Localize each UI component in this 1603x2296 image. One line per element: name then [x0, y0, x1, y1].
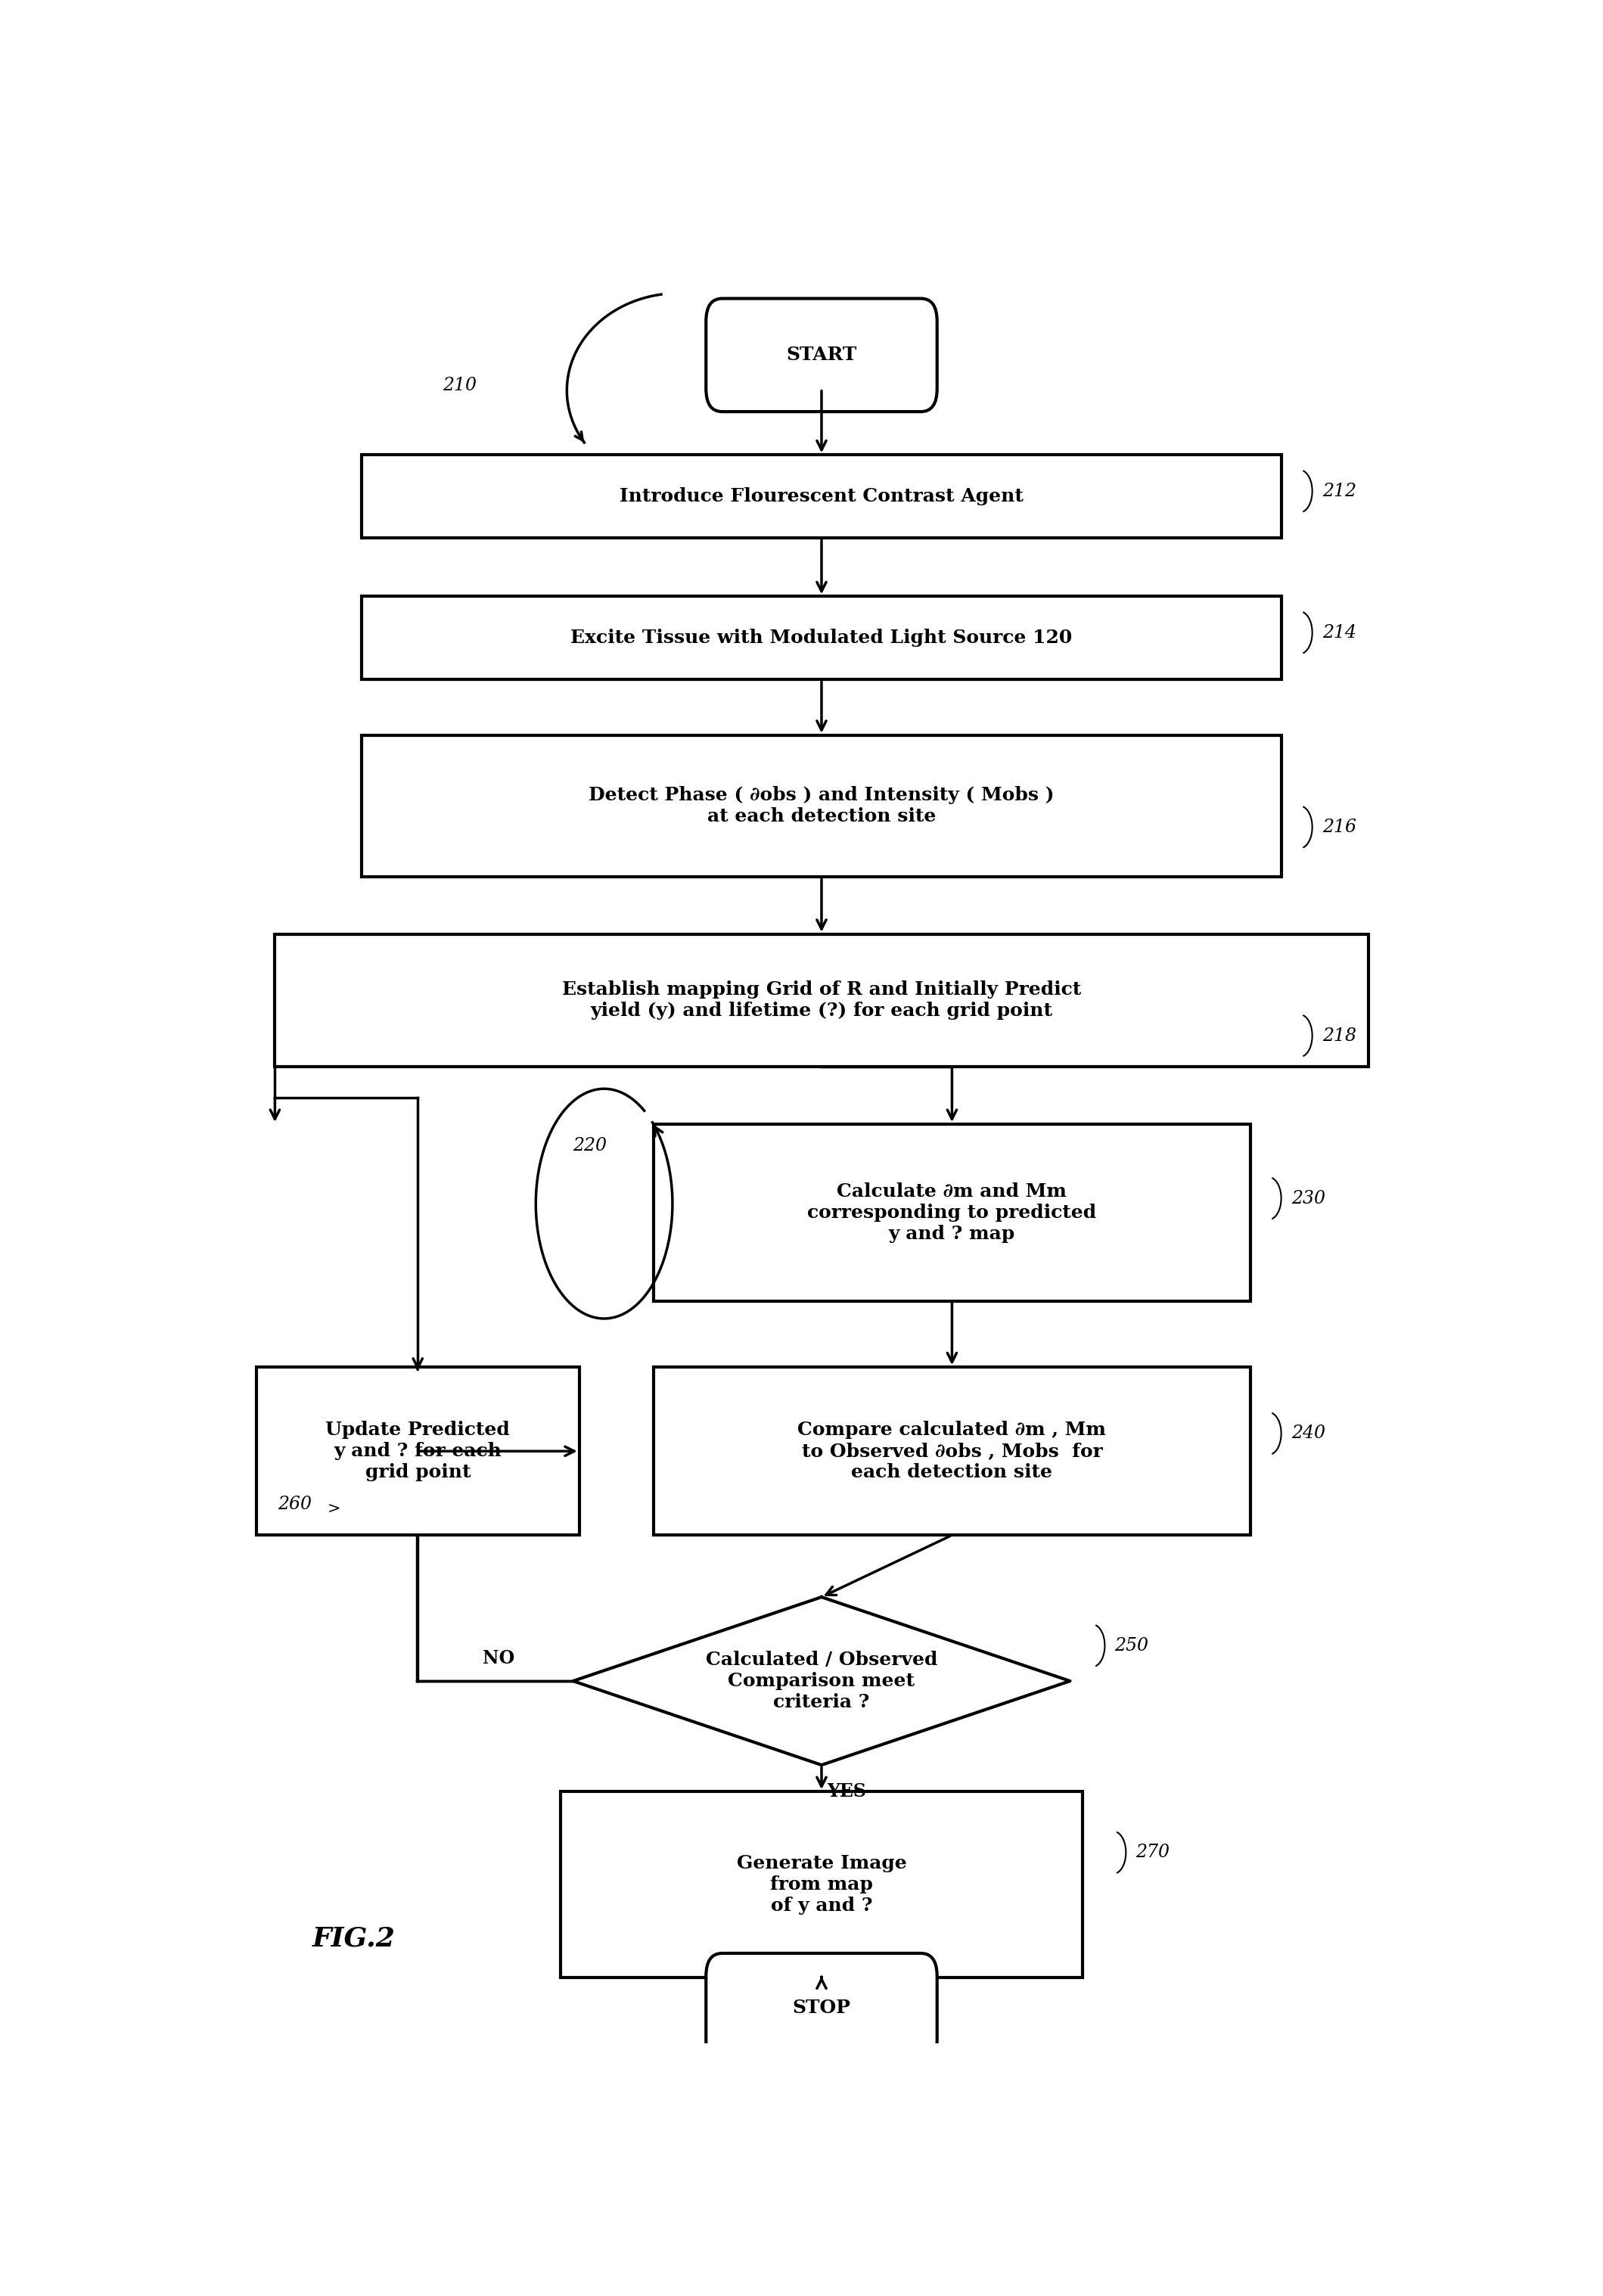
Text: 230: 230	[1290, 1189, 1326, 1208]
Bar	[362, 597, 1281, 680]
Text: 240: 240	[1290, 1426, 1326, 1442]
Text: 250: 250	[1114, 1637, 1149, 1655]
Text: NO: NO	[483, 1649, 515, 1667]
Polygon shape	[574, 1598, 1071, 1766]
Text: FIG.2: FIG.2	[313, 1926, 396, 1952]
Text: 210: 210	[442, 377, 476, 395]
Text: Establish mapping Grid of R and Initially Predict
yield (y) and lifetime (?) for: Establish mapping Grid of R and Initiall…	[563, 980, 1080, 1019]
Text: Excite Tissue with Modulated Light Source 120: Excite Tissue with Modulated Light Sourc…	[571, 629, 1072, 647]
Text: STOP: STOP	[792, 2000, 851, 2018]
Text: 216: 216	[1322, 817, 1356, 836]
Text: 212: 212	[1322, 482, 1356, 501]
Text: 270: 270	[1137, 1844, 1170, 1862]
Text: Calculated / Observed
Comparison meet
criteria ?: Calculated / Observed Comparison meet cr…	[705, 1651, 938, 1711]
FancyBboxPatch shape	[705, 298, 938, 411]
Text: Compare calculated ∂m , Mm
to Observed ∂obs , Mobs  for
each detection site: Compare calculated ∂m , Mm to Observed ∂…	[798, 1421, 1106, 1481]
Text: Update Predicted
y and ? for each
grid point: Update Predicted y and ? for each grid p…	[325, 1421, 510, 1481]
Bar	[654, 1366, 1250, 1536]
Text: START: START	[785, 347, 858, 365]
Text: 220: 220	[574, 1137, 608, 1155]
Text: Introduce Flourescent Contrast Agent: Introduce Flourescent Contrast Agent	[620, 487, 1023, 505]
Text: 214: 214	[1322, 625, 1356, 641]
Bar	[362, 455, 1281, 537]
Text: 218: 218	[1322, 1026, 1356, 1045]
FancyBboxPatch shape	[705, 1954, 938, 2062]
Text: >: >	[327, 1502, 340, 1518]
Text: Generate Image
from map
of y and ?: Generate Image from map of y and ?	[736, 1855, 907, 1915]
Bar	[561, 1791, 1082, 1977]
Text: Detect Phase ( ∂obs ) and Intensity ( Mobs )
at each detection site: Detect Phase ( ∂obs ) and Intensity ( Mo…	[588, 785, 1055, 827]
Bar	[362, 735, 1281, 877]
Bar	[654, 1125, 1250, 1302]
Bar	[256, 1366, 579, 1536]
Text: YES: YES	[827, 1782, 866, 1800]
Text: Calculate ∂m and Mm
corresponding to predicted
y and ? map: Calculate ∂m and Mm corresponding to pre…	[808, 1182, 1096, 1242]
Bar	[276, 934, 1369, 1068]
Text: 260: 260	[277, 1497, 311, 1513]
